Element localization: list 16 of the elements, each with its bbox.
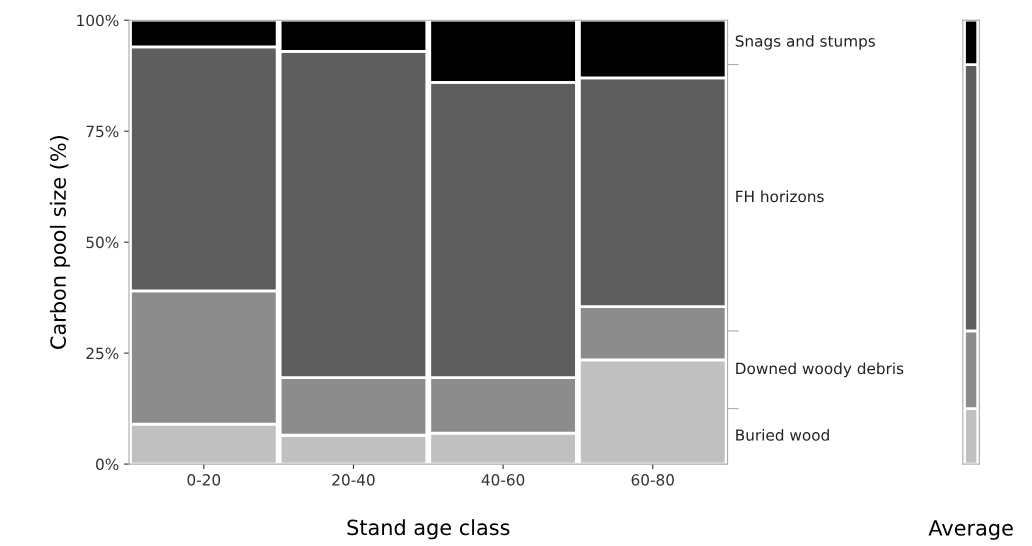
x-axis-title: Average bbox=[928, 520, 1013, 540]
y-tick-label: 50% bbox=[86, 236, 119, 249]
x-tick-label: 40-60 bbox=[481, 474, 525, 486]
y-axis-title: Carbon pool size (%) bbox=[49, 136, 71, 349]
x-axis-title: Stand age class bbox=[347, 519, 510, 540]
x-tick-label: 20-40 bbox=[332, 474, 375, 486]
x-tick-label: 0-20 bbox=[187, 474, 221, 486]
series-label: Buried wood bbox=[736, 428, 829, 441]
series-label: FH horizons bbox=[736, 190, 824, 203]
y-tick-label: 75% bbox=[86, 125, 119, 138]
y-tick-label: 100% bbox=[77, 14, 119, 27]
x-tick-label: 60-80 bbox=[631, 474, 674, 486]
series-label: Snags and stumps bbox=[735, 35, 876, 50]
y-tick-label: 25% bbox=[86, 347, 119, 360]
series-label: Downed woody debris bbox=[736, 362, 904, 378]
y-tick-label: 0% bbox=[96, 458, 119, 471]
